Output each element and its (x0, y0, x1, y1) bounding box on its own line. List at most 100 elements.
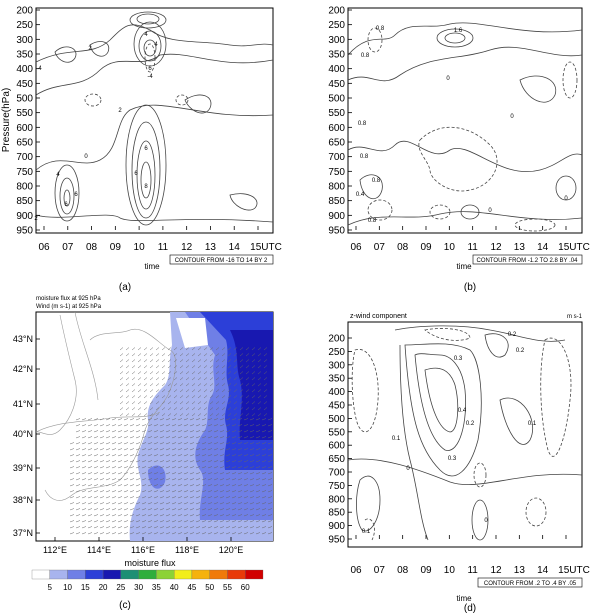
wind-barb (221, 359, 226, 363)
wind-barb (183, 532, 189, 535)
wind-barb (231, 442, 237, 445)
wind-barb (225, 436, 231, 439)
colorbar-swatch (209, 569, 228, 580)
y-tick-label: 900 (328, 521, 345, 532)
wind-barb (149, 347, 154, 351)
wind-barb (123, 508, 129, 511)
wind-barb (191, 365, 196, 369)
wind-barb (225, 490, 231, 493)
wind-barb (87, 520, 93, 523)
wind-barb (75, 520, 81, 523)
wind-barb (105, 448, 111, 451)
wind-barb (239, 377, 244, 381)
wind-barb (239, 389, 244, 393)
y-tick-label: 500 (16, 94, 33, 105)
wind-barb (141, 514, 147, 517)
y-tick-label: 500 (328, 94, 345, 105)
wind-barb (249, 418, 255, 421)
wind-barb (191, 395, 196, 399)
wind-barb (81, 526, 87, 529)
wind-barb (177, 496, 183, 499)
wind-barb (117, 484, 123, 487)
wind-barb (135, 526, 141, 529)
x-axis-label-b: time (456, 262, 472, 271)
dashed-contours-d (351, 328, 572, 541)
contour-label: 0.8 (372, 178, 381, 184)
wind-barb (161, 365, 166, 369)
contour-label: 0.2 (516, 348, 525, 354)
wind-barb (93, 454, 99, 457)
wind-barb (173, 377, 178, 381)
contour-label: 0 (484, 518, 488, 524)
wind-barb (225, 466, 231, 469)
wind-barb (143, 359, 148, 363)
wind-barb (111, 490, 117, 493)
y-tick-label: 200 (328, 6, 345, 17)
wind-barb (69, 484, 75, 487)
wind-barb (93, 424, 99, 427)
wind-barb (221, 365, 226, 369)
wind-barb (93, 508, 99, 511)
wind-barb (237, 466, 243, 469)
wind-barb (203, 347, 208, 351)
wind-barb (267, 436, 273, 439)
wind-barb (263, 395, 268, 399)
wind-barb (255, 460, 261, 463)
wind-barb (207, 478, 213, 481)
wind-barb (213, 514, 219, 517)
wind-barb (213, 454, 219, 457)
contour-label: 2 (34, 216, 38, 222)
wind-barb (135, 472, 141, 475)
wind-barb (87, 430, 93, 433)
wind-barb (183, 490, 189, 493)
panel-d: z-wind component m s-1 0.20.30.20.40.20.… (328, 313, 590, 614)
wind-barb (261, 418, 267, 421)
y-tick-label: 700 (328, 152, 345, 163)
wind-barb (125, 365, 130, 369)
contour-label: 0.1 (392, 436, 401, 442)
contour-label: 0 (488, 208, 492, 214)
wind-barb (261, 496, 267, 499)
wind-barb (75, 472, 81, 475)
x-tick-label: 07 (374, 242, 386, 253)
wind-barb (219, 526, 225, 529)
wind-barb (111, 424, 117, 427)
wind-barb (69, 496, 75, 499)
wind-barb (239, 407, 244, 411)
wind-barb (123, 526, 129, 529)
wind-barb (183, 478, 189, 481)
wind-barb (111, 514, 117, 517)
wind-barb (129, 430, 135, 433)
wind-barb (117, 526, 123, 529)
panel-label-b: (b) (464, 282, 476, 293)
wind-barb (99, 418, 105, 421)
wind-barb (149, 365, 154, 369)
wind-barb (135, 442, 141, 445)
wind-barb (141, 418, 147, 421)
x-tick-label: 10 (134, 242, 146, 253)
wind-barb (171, 418, 177, 421)
wind-barb (185, 365, 190, 369)
wind-barb (245, 413, 250, 417)
wind-barb (87, 502, 93, 505)
wind-barb (213, 490, 219, 493)
wind-barb (213, 436, 219, 439)
wind-barb (159, 454, 165, 457)
wind-barb (213, 424, 219, 427)
wind-barb (81, 466, 87, 469)
x-tick-label: 13 (514, 565, 526, 576)
wind-barb (171, 448, 177, 451)
wind-barb (177, 454, 183, 457)
colorbar-swatch (85, 569, 104, 580)
contour-label: 4 (144, 32, 148, 38)
wind-barb (159, 442, 165, 445)
wind-barb (111, 466, 117, 469)
wind-barb (225, 430, 231, 433)
wind-barb (207, 526, 213, 529)
wind-barb (167, 377, 172, 381)
wind-barb (237, 520, 243, 523)
wind-barb (195, 484, 201, 487)
contour-label: 4 (56, 172, 60, 178)
wind-barb (255, 424, 261, 427)
wind-barb (153, 430, 159, 433)
